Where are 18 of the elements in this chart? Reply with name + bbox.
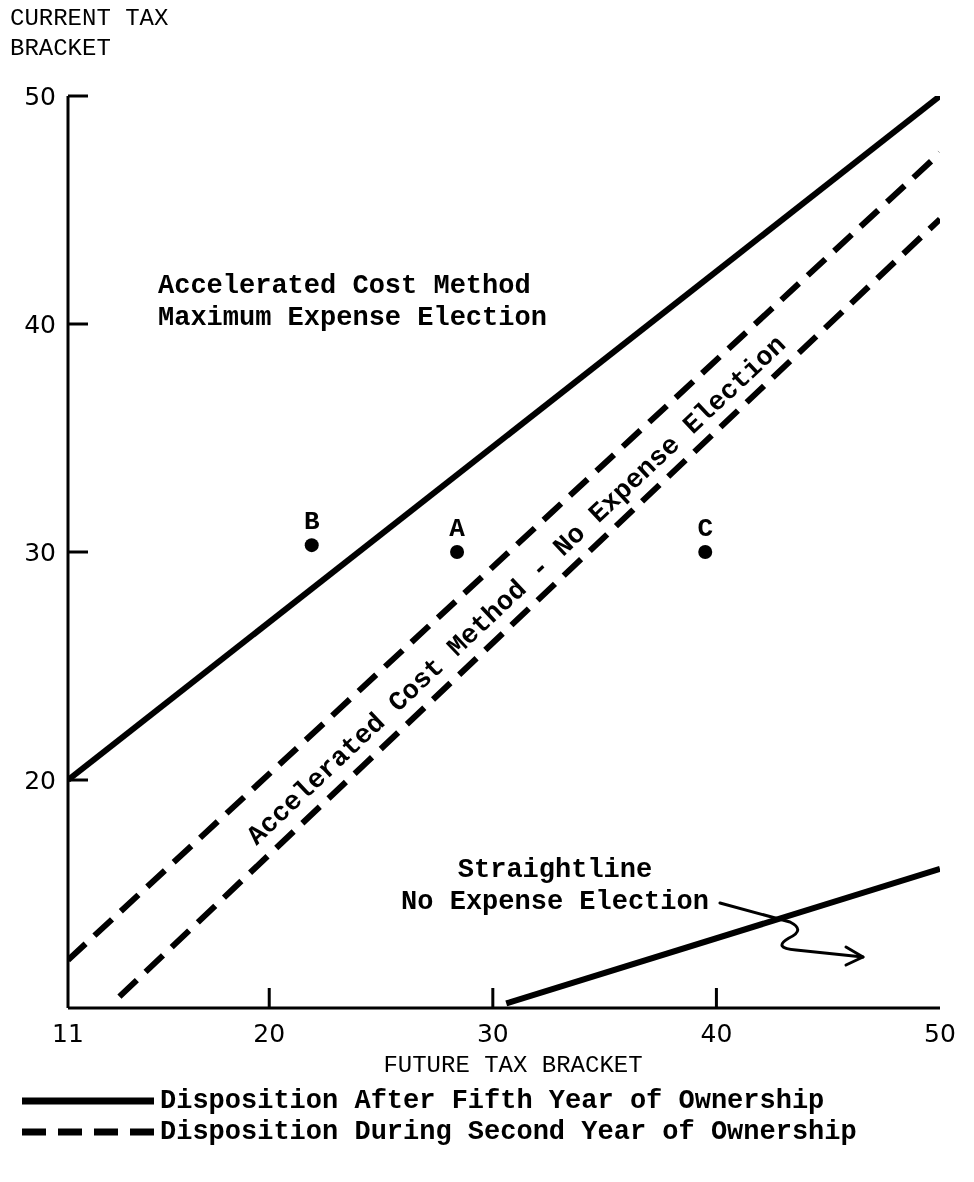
- x-tick-label: 11: [52, 1019, 84, 1048]
- x-axis-title: FUTURE TAX BRACKET: [382, 1052, 644, 1079]
- legend-label: Disposition After Fifth Year of Ownership: [160, 1085, 825, 1116]
- y-axis-title: CURRENT TAX BRACKET: [10, 4, 170, 64]
- x-tick-label: 30: [476, 1019, 509, 1048]
- annotation: B: [303, 507, 320, 538]
- y-tick-label: 20: [24, 766, 56, 795]
- y-tick-label: 50: [24, 82, 56, 111]
- annotation: Accelerated Cost Method Maximum Expense Election: [158, 270, 547, 334]
- y-tick-label: 40: [24, 310, 56, 339]
- legend-label: Disposition During Second Year of Ownership: [160, 1116, 857, 1147]
- x-tick-label: 40: [700, 1019, 733, 1048]
- y-tick-label: 30: [24, 538, 56, 567]
- annotation: Straightline No Expense Election: [401, 854, 709, 918]
- annotation: A: [449, 514, 466, 544]
- x-tick-label: 20: [253, 1019, 286, 1048]
- x-tick-label: 50: [924, 1019, 956, 1048]
- annotation: C: [697, 514, 714, 544]
